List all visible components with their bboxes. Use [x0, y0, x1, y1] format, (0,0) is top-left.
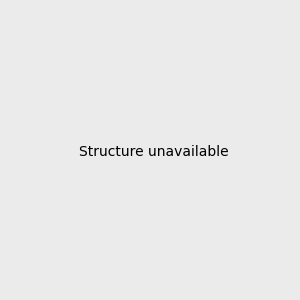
Text: Structure unavailable: Structure unavailable [79, 145, 229, 158]
